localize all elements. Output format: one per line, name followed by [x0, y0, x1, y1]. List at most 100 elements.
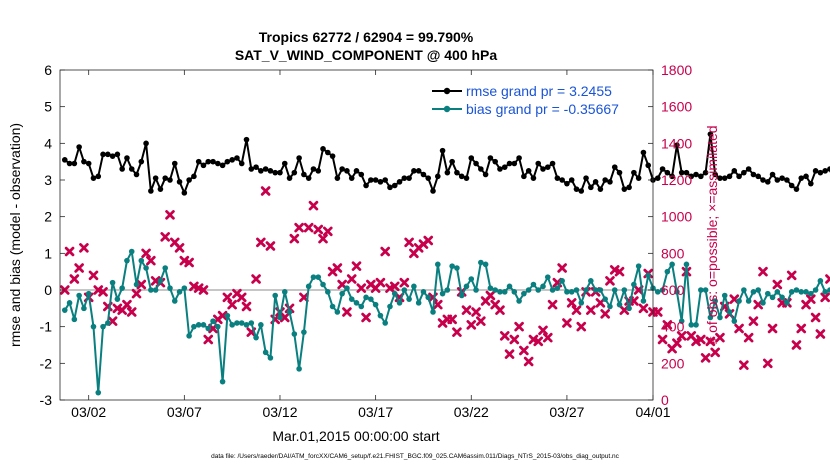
bias-point	[669, 261, 675, 268]
rmse-point	[377, 179, 384, 185]
bias-point	[258, 322, 264, 328]
bias-point	[100, 323, 106, 330]
obs-assimilated-point	[758, 266, 768, 277]
obs-assimilated-point	[700, 353, 711, 363]
bias-point	[391, 290, 398, 297]
bias-point	[434, 261, 441, 268]
rmse-point	[253, 164, 259, 170]
obs-assimilated-point	[672, 338, 682, 348]
rmse-point	[124, 155, 130, 161]
rmse-point	[186, 177, 192, 183]
obs-assimilated-point	[308, 200, 319, 211]
obs-assimilated-point	[743, 332, 754, 343]
y-left-tick-label: 0	[44, 282, 52, 298]
rmse-point	[521, 173, 527, 180]
obs-assimilated-point	[337, 279, 347, 290]
rmse-point	[726, 173, 733, 180]
bias-point	[721, 292, 728, 299]
rmse-point	[258, 168, 264, 174]
bias-point	[654, 289, 661, 295]
x-tick-label: 03/02	[71, 404, 106, 420]
bias-point	[511, 289, 518, 295]
bias-point	[444, 287, 451, 293]
obs-assimilated-point	[64, 246, 75, 257]
rmse-point	[229, 157, 235, 163]
obs-assimilated-point	[227, 299, 237, 310]
bias-point	[272, 292, 279, 299]
bias-point	[745, 298, 752, 304]
bias-point	[597, 287, 604, 293]
bias-point	[238, 320, 245, 326]
rmse-point	[430, 188, 436, 194]
bias-point	[760, 300, 766, 306]
obs-assimilated-point	[566, 298, 577, 308]
bias-point	[559, 278, 565, 284]
rmse-point	[482, 171, 489, 178]
bias-point	[325, 289, 331, 295]
bias-point	[798, 289, 805, 295]
rmse-point	[487, 155, 494, 161]
obs-assimilated-point	[499, 331, 510, 341]
bias-point	[454, 265, 460, 271]
legend-rmse-marker	[443, 87, 451, 95]
rmse-point	[764, 179, 771, 185]
bias-point	[588, 278, 594, 284]
rmse-point	[683, 169, 690, 176]
rmse-point	[721, 175, 728, 181]
rmse-point	[100, 151, 106, 158]
obs-assimilated-point	[786, 270, 797, 281]
rmse-point	[822, 168, 828, 174]
obs-assimilated-point	[576, 321, 587, 332]
bias-point	[372, 301, 379, 308]
rmse-point	[95, 173, 102, 180]
bias-point	[674, 289, 680, 295]
bias-point	[348, 296, 355, 302]
bias-point	[492, 287, 498, 293]
obs-assimilated-point	[294, 222, 304, 233]
x-tick-label: 03/22	[454, 404, 489, 420]
bias-point	[607, 303, 613, 310]
bias-point	[698, 287, 704, 293]
rmse-point	[396, 179, 403, 185]
bias-point	[128, 248, 135, 255]
rmse-point	[564, 180, 570, 187]
bias-point	[822, 289, 828, 295]
chart-title-line2: SAT_V_WIND_COMPONENT @ 400 hPa	[235, 47, 498, 63]
y-right-tick-label: 1200	[661, 172, 692, 188]
bias-point	[167, 285, 173, 291]
rmse-point	[607, 179, 613, 185]
y-right-axis-label: # of obs: o=possible; ×=assimilated	[704, 125, 720, 344]
y-right-tick-label: 600	[661, 282, 685, 298]
rmse-point	[669, 173, 675, 180]
rmse-point	[66, 160, 73, 167]
obs-assimilated-point	[461, 305, 472, 315]
rmse-point	[434, 173, 441, 180]
y-left-tick-label: -3	[40, 392, 53, 408]
bias-point	[731, 318, 738, 324]
obs-assimilated-point	[389, 281, 400, 292]
rmse-point	[698, 173, 704, 180]
obs-assimilated-point	[523, 356, 534, 367]
bias-point	[363, 294, 369, 301]
rmse-point	[401, 175, 408, 181]
rmse-point	[148, 188, 154, 194]
rmse-point	[808, 180, 814, 187]
rmse-point	[736, 173, 742, 180]
obs-assimilated-point	[825, 274, 830, 284]
obs-assimilated-point	[595, 298, 606, 308]
bias-point	[535, 287, 542, 293]
obs-assimilated-point	[423, 235, 434, 246]
bias-point	[171, 298, 178, 304]
bias-point	[616, 301, 623, 308]
bias-point	[583, 287, 589, 293]
rmse-point	[219, 162, 226, 169]
obs-assimilated-point	[820, 292, 830, 303]
bias-point	[71, 316, 78, 323]
obs-assimilated-point	[399, 277, 410, 288]
bias-point	[396, 300, 403, 306]
rmse-point	[635, 175, 642, 181]
x-tick-label: 03/27	[549, 404, 584, 420]
obs-assimilated-point	[676, 331, 687, 341]
rmse-point	[348, 175, 355, 181]
obs-assimilated-point	[146, 255, 156, 266]
